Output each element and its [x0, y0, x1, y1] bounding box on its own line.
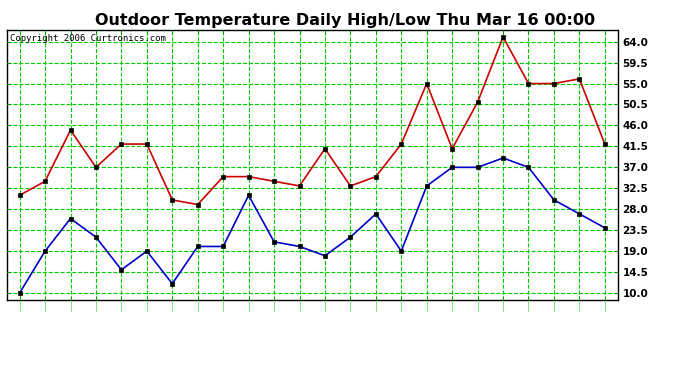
Text: 03/06: 03/06 — [367, 304, 376, 331]
Text: 03/15: 03/15 — [596, 304, 605, 331]
Text: Outdoor Temperature Daily High/Low Thu Mar 16 00:00: Outdoor Temperature Daily High/Low Thu M… — [95, 13, 595, 28]
Text: 03/14: 03/14 — [571, 304, 580, 331]
Text: 03/09: 03/09 — [443, 304, 452, 331]
Text: 03/07: 03/07 — [393, 304, 402, 331]
Text: 02/25: 02/25 — [138, 304, 147, 331]
Text: 03/02: 03/02 — [265, 304, 274, 331]
Text: 03/04: 03/04 — [316, 304, 325, 331]
Text: 02/21: 02/21 — [36, 304, 45, 331]
Text: Copyright 2006 Curtronics.com: Copyright 2006 Curtronics.com — [10, 34, 166, 43]
Text: 03/12: 03/12 — [520, 304, 529, 331]
Text: 02/27: 02/27 — [189, 304, 198, 331]
Text: 03/11: 03/11 — [494, 304, 503, 331]
Text: 02/26: 02/26 — [164, 304, 172, 331]
Text: 03/05: 03/05 — [342, 304, 351, 331]
Text: 03/10: 03/10 — [469, 304, 477, 331]
Text: 02/28: 02/28 — [214, 304, 223, 331]
Text: 02/22: 02/22 — [61, 304, 70, 331]
Text: 02/24: 02/24 — [112, 304, 121, 331]
Text: 03/08: 03/08 — [417, 304, 426, 331]
Text: 03/13: 03/13 — [545, 304, 554, 331]
Text: 03/03: 03/03 — [290, 304, 299, 331]
Text: 02/23: 02/23 — [87, 304, 96, 331]
Text: 02/20: 02/20 — [10, 304, 19, 331]
Text: 03/01: 03/01 — [239, 304, 248, 331]
